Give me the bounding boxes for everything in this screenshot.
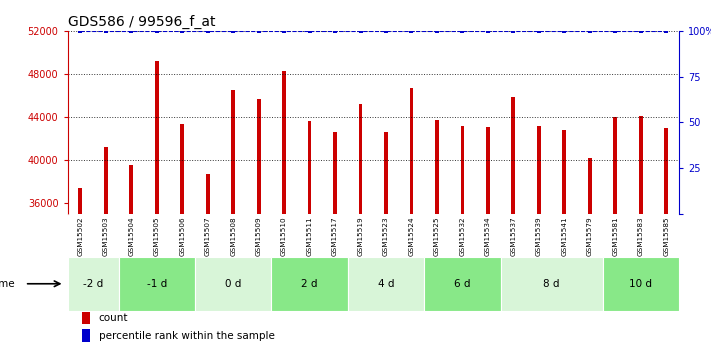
Bar <box>588 158 592 214</box>
Bar <box>82 329 90 342</box>
Bar <box>129 166 133 214</box>
Text: 10 d: 10 d <box>629 279 652 289</box>
Text: GSM15503: GSM15503 <box>103 216 109 256</box>
Text: GSM15541: GSM15541 <box>562 216 567 256</box>
Bar <box>461 126 464 214</box>
Text: -1 d: -1 d <box>146 279 167 289</box>
Text: GSM15509: GSM15509 <box>256 216 262 256</box>
Text: time: time <box>0 279 16 289</box>
Bar <box>68 257 119 310</box>
Text: GSM15581: GSM15581 <box>612 216 619 256</box>
Bar <box>537 126 541 214</box>
Bar <box>272 257 348 310</box>
Bar <box>282 71 286 214</box>
Text: 8 d: 8 d <box>543 279 560 289</box>
Text: GSM15517: GSM15517 <box>332 216 338 256</box>
Text: percentile rank within the sample: percentile rank within the sample <box>99 331 274 341</box>
Text: GSM15525: GSM15525 <box>434 216 440 256</box>
Bar <box>424 257 501 310</box>
Text: GSM15504: GSM15504 <box>128 216 134 256</box>
Text: 0 d: 0 d <box>225 279 241 289</box>
Bar <box>181 124 184 214</box>
Bar <box>348 257 424 310</box>
Text: GSM15534: GSM15534 <box>485 216 491 256</box>
Text: GSM15524: GSM15524 <box>409 216 415 256</box>
Text: GSM15510: GSM15510 <box>281 216 287 256</box>
Text: 4 d: 4 d <box>378 279 395 289</box>
Text: 6 d: 6 d <box>454 279 471 289</box>
Bar <box>562 130 566 214</box>
Bar <box>308 121 311 214</box>
Bar <box>231 90 235 214</box>
Text: GDS586 / 99596_f_at: GDS586 / 99596_f_at <box>68 14 215 29</box>
Text: count: count <box>99 314 128 323</box>
Text: GSM15585: GSM15585 <box>663 216 669 256</box>
Text: GSM15505: GSM15505 <box>154 216 160 256</box>
Text: GSM15583: GSM15583 <box>638 216 643 256</box>
Text: GSM15523: GSM15523 <box>383 216 389 256</box>
Bar <box>257 99 260 214</box>
Bar <box>501 257 603 310</box>
Bar <box>358 104 363 214</box>
Text: GSM15539: GSM15539 <box>536 216 542 256</box>
Bar <box>104 147 107 214</box>
Bar <box>333 132 337 214</box>
Bar <box>205 174 210 214</box>
Bar <box>511 97 515 214</box>
Text: GSM15579: GSM15579 <box>587 216 593 256</box>
Bar <box>486 127 490 214</box>
Bar <box>384 132 388 214</box>
Bar <box>82 312 90 324</box>
Text: GSM15532: GSM15532 <box>459 216 466 256</box>
Text: GSM15507: GSM15507 <box>205 216 210 256</box>
Bar <box>78 188 82 214</box>
Text: GSM15506: GSM15506 <box>179 216 185 256</box>
Bar <box>664 128 668 214</box>
Bar <box>195 257 272 310</box>
Bar <box>639 116 643 214</box>
Bar <box>155 61 159 214</box>
Bar <box>410 88 413 214</box>
Text: GSM15519: GSM15519 <box>358 216 363 256</box>
Bar <box>119 257 195 310</box>
Text: GSM15537: GSM15537 <box>510 216 516 256</box>
Text: GSM15511: GSM15511 <box>306 216 313 256</box>
Bar <box>603 257 679 310</box>
Text: 2 d: 2 d <box>301 279 318 289</box>
Bar <box>435 120 439 214</box>
Text: GSM15502: GSM15502 <box>77 216 83 256</box>
Text: -2 d: -2 d <box>83 279 103 289</box>
Text: GSM15508: GSM15508 <box>230 216 236 256</box>
Bar <box>614 117 617 214</box>
